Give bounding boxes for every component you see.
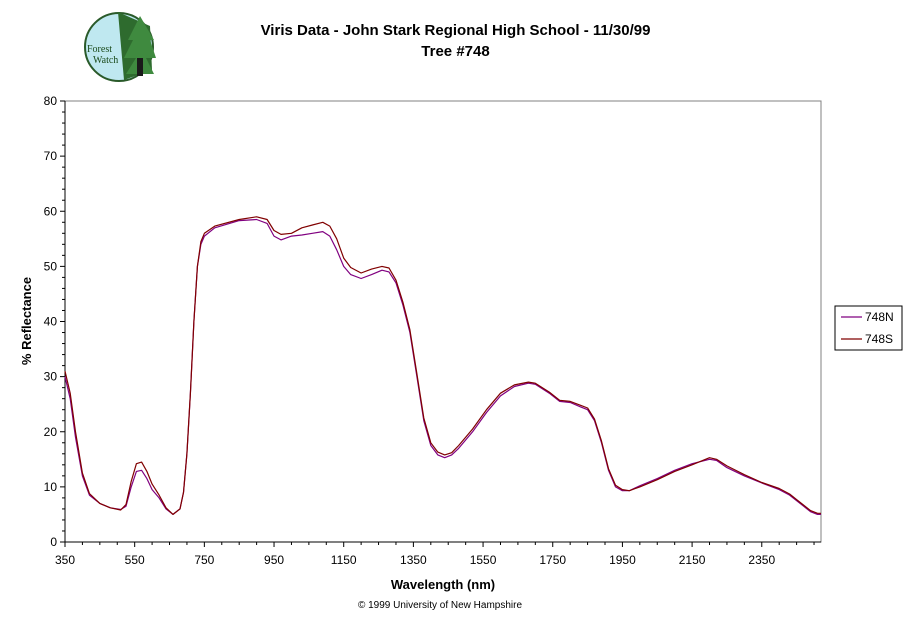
legend-label-748n: 748N — [865, 310, 894, 324]
series-layer — [64, 216, 821, 515]
y-tick-label: 50 — [44, 259, 58, 273]
x-tick-label: 1550 — [470, 553, 497, 567]
chart-title: Viris Data - John Stark Regional High Sc… — [260, 22, 651, 39]
x-tick-label: 1150 — [331, 553, 357, 567]
x-tick-label: 350 — [55, 553, 75, 567]
y-tick-label: 80 — [44, 94, 58, 108]
x-tick-label: 750 — [194, 553, 214, 567]
logo-text-watch: Watch — [93, 55, 118, 66]
x-tick-label: 2150 — [679, 553, 706, 567]
x-tick-label: 550 — [125, 553, 145, 567]
forest-watch-logo: Forest Watch — [84, 12, 156, 82]
y-tick-label: 60 — [44, 204, 58, 218]
copyright-footer: © 1999 University of New Hampshire — [357, 600, 523, 611]
legend-box — [834, 305, 903, 351]
y-tick-label: 10 — [44, 480, 58, 494]
y-axis-ticks: 0 10 20 30 40 50 60 70 80 — [44, 94, 65, 549]
y-tick-label: 20 — [44, 425, 58, 439]
x-tick-label: 2350 — [748, 553, 775, 567]
series-line-748s — [64, 216, 821, 515]
y-tick-label: 40 — [44, 315, 58, 329]
series-line-748n — [64, 218, 821, 515]
logo-text-forest: Forest — [87, 44, 112, 55]
x-tick-label: 1950 — [609, 553, 636, 567]
x-axis-label: Wavelength (nm) — [391, 577, 495, 592]
y-tick-label: 0 — [50, 535, 57, 549]
x-tick-label: 1350 — [400, 553, 427, 567]
legend-label-748s: 748S — [865, 332, 893, 346]
x-axis-ticks: 350 550 750 950 1150 1350 1550 1750 1950 2150 2350 — [55, 542, 815, 567]
legend: 748N 748S — [834, 305, 903, 351]
y-tick-label: 70 — [44, 149, 58, 163]
y-axis-label: % Reflectance — [19, 277, 34, 365]
y-tick-label: 30 — [44, 370, 58, 384]
x-tick-label: 950 — [264, 553, 284, 567]
plot-area — [64, 100, 822, 543]
chart-subtitle: Tree #748 — [421, 43, 490, 60]
x-tick-label: 1750 — [539, 553, 566, 567]
